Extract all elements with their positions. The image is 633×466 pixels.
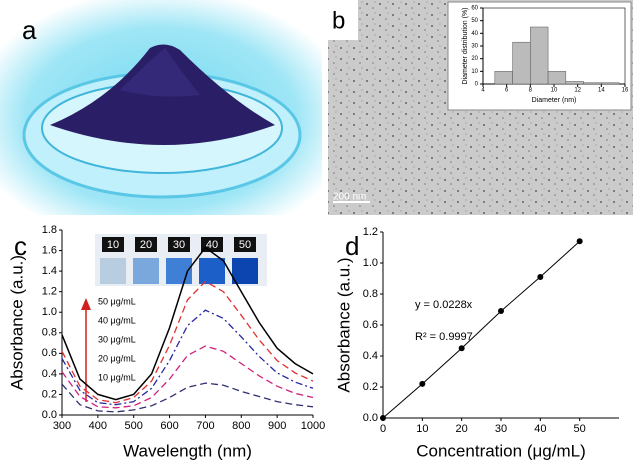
x-axis-label: Diameter (nm) (532, 97, 577, 104)
x-tick-label: 1000 (301, 420, 325, 432)
y-tick-label: 1.6 (42, 244, 57, 256)
vial-label-box (135, 237, 157, 252)
x-axis-label: Wavelength (nm) (123, 441, 252, 460)
x-tick-label: 400 (89, 420, 107, 432)
x-tick-label: 14 (598, 88, 605, 94)
vial-label: 10 (107, 239, 119, 251)
legend-label: 10 μg/mL (98, 372, 136, 382)
histogram-bar (565, 81, 584, 85)
y-tick-label: 0 (475, 82, 479, 88)
x-tick-label: 0 (380, 423, 386, 435)
vial-label: 50 (239, 239, 251, 251)
legend-label: 20 μg/mL (98, 353, 136, 363)
y-tick-label: 0.2 (42, 388, 57, 400)
annotation: R² = 0.9997 (415, 331, 473, 343)
histogram-bar (547, 71, 567, 85)
y-tick-label: 30 (471, 44, 478, 50)
x-tick-label: 800 (232, 420, 250, 432)
vial-label-box (168, 237, 190, 252)
x-tick-label: 500 (125, 420, 143, 432)
y-tick-label: 0.8 (363, 288, 378, 300)
x-tick-label: 700 (196, 420, 214, 432)
vial-label-box (102, 237, 124, 252)
y-tick-label: 0.0 (42, 409, 57, 421)
y-tick-label: 10 (471, 69, 478, 75)
y-axis-label: Absorbance (a.u.) (7, 255, 26, 390)
photo-powder (0, 0, 322, 215)
spectrum-line (61, 280, 314, 404)
x-tick-label: 900 (268, 420, 286, 432)
data-point (458, 345, 465, 352)
histogram-bar (583, 82, 602, 85)
y-tick-label: 0.2 (363, 381, 378, 393)
panel-label: d (345, 231, 359, 261)
scale-bar-label: 200 nm (333, 192, 366, 203)
x-tick-label: 10 (416, 423, 428, 435)
annotation: y = 0.0228x (415, 299, 473, 311)
histogram-bar (494, 71, 513, 85)
legend-label: 40 μg/mL (98, 315, 136, 325)
vial-label-box (234, 237, 256, 252)
y-axis-label: Absorbance (a.u.) (334, 257, 353, 392)
y-tick-label: 1.0 (42, 306, 57, 318)
y-tick-label: 0.0 (363, 412, 378, 424)
y-tick-label: 50 (471, 18, 478, 24)
tem-image (328, 0, 633, 215)
arrow (81, 298, 91, 402)
y-tick-label: 1.2 (42, 286, 57, 298)
x-tick-label: 12 (574, 88, 581, 94)
x-tick-label: 50 (574, 423, 586, 435)
histogram-bar (530, 26, 549, 85)
legend-label: 30 μg/mL (98, 334, 136, 344)
y-tick-label: 20 (471, 56, 478, 62)
x-tick-label: 300 (53, 420, 71, 432)
legend-label: 50 μg/mL (98, 296, 136, 306)
spectrum-line (61, 309, 314, 406)
y-tick-label: 0.6 (363, 319, 378, 331)
x-tick-label: 20 (456, 423, 468, 435)
x-tick-label: 30 (495, 423, 507, 435)
spectrum-line (61, 345, 314, 409)
x-tick-label: 40 (534, 423, 546, 435)
y-tick-label: 0.6 (42, 347, 57, 359)
spectrum-line (61, 246, 314, 401)
x-axis-label: Concentration (μg/mL) (416, 441, 585, 460)
vial-label: 20 (140, 239, 152, 251)
y-tick-label: 1.0 (363, 257, 378, 269)
y-axis-label: Diameter distribution (%) (462, 7, 469, 84)
x-tick-label: 8 (529, 88, 533, 94)
x-tick-label: 16 (622, 88, 629, 94)
data-point (576, 238, 583, 245)
y-tick-label: 60 (471, 6, 478, 12)
data-point (537, 273, 544, 280)
panel-label: a (22, 15, 37, 45)
histogram-bar (512, 41, 531, 85)
x-tick-label: 10 (551, 88, 558, 94)
y-tick-label: 0.4 (363, 350, 378, 362)
histogram-bar (601, 82, 620, 85)
data-point (419, 380, 426, 387)
vial-label: 40 (206, 239, 218, 251)
x-tick-label: 600 (160, 420, 178, 432)
data-point (380, 415, 386, 421)
y-tick-label: 0.8 (42, 327, 57, 339)
panel-label: b (332, 7, 345, 34)
x-tick-label: 6 (505, 88, 509, 94)
y-tick-label: 1.8 (42, 224, 57, 236)
fit-line (382, 240, 581, 419)
y-tick-label: 1.2 (363, 226, 378, 238)
y-tick-label: 40 (471, 31, 478, 37)
vial-label: 30 (173, 239, 185, 251)
y-tick-label: 0.4 (42, 368, 57, 380)
x-tick-label: 4 (481, 88, 485, 94)
panel-label: c (14, 231, 27, 261)
data-point (498, 308, 504, 315)
spectrum-line (61, 382, 314, 413)
y-tick-label: 1.4 (42, 265, 57, 277)
